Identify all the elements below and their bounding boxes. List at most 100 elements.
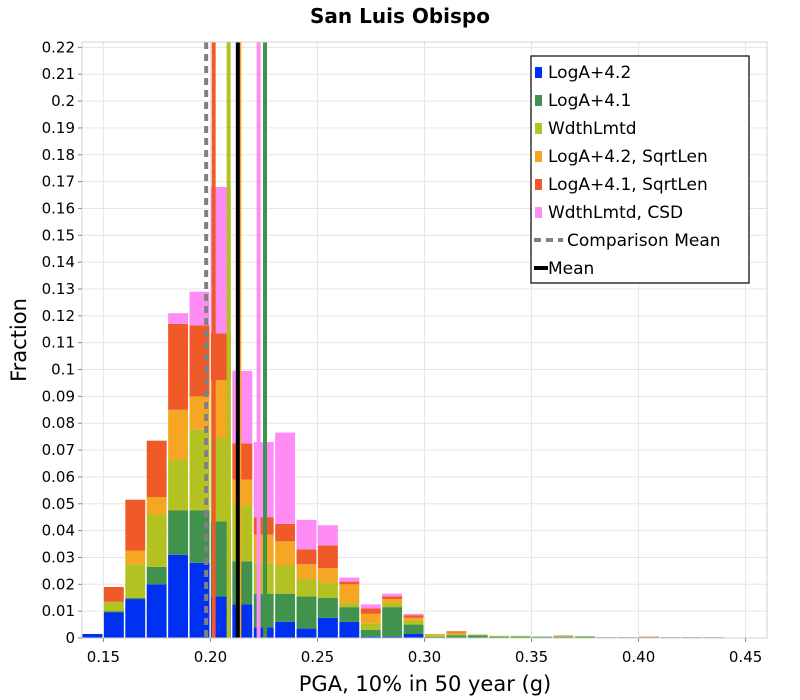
legend-swatch: [535, 207, 542, 218]
bar-segment: [553, 636, 574, 638]
bar-segment: [168, 554, 189, 638]
bar-segment: [146, 440, 167, 498]
x-tick-label: 0.35: [515, 648, 548, 666]
legend-box: [530, 55, 750, 284]
legend-label: Mean: [548, 259, 594, 279]
y-tick-label: 0.08: [42, 414, 75, 432]
bar-segment: [146, 584, 167, 638]
y-tick-label: 0.04: [42, 522, 75, 540]
legend-label: WdthLmtd: [548, 119, 637, 139]
bars: [82, 186, 724, 638]
bar-segment: [103, 612, 124, 638]
bar-segment: [339, 603, 360, 608]
y-tick-label: 0.22: [42, 38, 75, 56]
bar-segment: [275, 621, 296, 638]
bar-segment: [403, 613, 424, 616]
y-tick-label: 0.2: [51, 92, 75, 110]
bar-segment: [382, 603, 403, 608]
bar-segment: [168, 409, 189, 460]
y-tick-label: 0.07: [42, 441, 75, 459]
y-tick-label: 0: [65, 629, 75, 647]
bar-segment: [296, 564, 317, 579]
legend-label: WdthLmtd, CSD: [548, 203, 683, 223]
bar-segment: [275, 523, 296, 542]
chart-title: San Luis Obispo: [310, 4, 490, 28]
bar-segment: [146, 514, 167, 567]
bar-segment: [425, 635, 445, 637]
bar-segment: [296, 596, 317, 629]
y-tick-label: 0.15: [42, 226, 75, 244]
bar-segment: [574, 636, 595, 637]
bar-segment: [210, 333, 231, 381]
bar-segment: [317, 617, 338, 638]
x-tick-label: 0.15: [87, 648, 120, 666]
bar-segment: [360, 636, 381, 638]
bar-segment: [382, 607, 403, 637]
legend: LogA+4.2 LogA+4.1 WdthLmtd LogA+4.2, SqrtLe…: [530, 55, 750, 284]
bar-segment: [317, 568, 338, 583]
bar-segment: [125, 599, 146, 638]
bar-segment: [275, 432, 296, 524]
bar-segment: [168, 459, 189, 511]
bar-segment: [510, 635, 531, 637]
bar-segment: [403, 617, 424, 621]
bar-segment: [339, 581, 360, 585]
legend-swatch: [535, 151, 542, 162]
y-tick-label: 0.14: [42, 253, 75, 271]
bar-segment: [360, 629, 381, 637]
bar-segment: [467, 635, 488, 638]
y-tick-label: 0.16: [42, 199, 75, 217]
legend-label: LogA+4.1: [548, 91, 631, 111]
bar-segment: [189, 396, 210, 430]
bar-segment: [403, 633, 424, 638]
x-axis-ticks: 0.15 0.20 0.25 0.30 0.35 0.40 0.45: [87, 638, 762, 666]
bar-segment: [125, 597, 146, 600]
x-tick-label: 0.40: [622, 648, 655, 666]
y-tick-label: 0.17: [42, 173, 75, 191]
legend-label: LogA+4.2, SqrtLen: [548, 147, 708, 167]
bar-segment: [425, 633, 445, 636]
bar-segment: [339, 584, 360, 604]
bar-segment: [275, 593, 296, 622]
bar-segment: [403, 615, 424, 618]
bar-segment: [403, 620, 424, 625]
reference-lines: [204, 42, 268, 638]
x-tick-label: 0.25: [301, 648, 334, 666]
y-tick-label: 0.11: [42, 334, 75, 352]
bar-segment: [125, 564, 146, 598]
y-tick-label: 0.09: [42, 387, 75, 405]
bar-segment: [446, 633, 467, 636]
bar-segment: [360, 613, 381, 624]
bar-segment: [146, 497, 167, 515]
bar-segment: [360, 604, 381, 609]
bar-segment: [146, 566, 167, 585]
bar-segment: [232, 443, 253, 480]
x-tick-label: 0.30: [408, 648, 441, 666]
bar-segment: [489, 636, 510, 638]
x-axis-title: PGA, 10% in 50 year (g): [299, 672, 551, 696]
bar-segment: [446, 632, 467, 634]
bar-segment: [403, 624, 424, 634]
bar-segment: [446, 631, 467, 633]
bar-segment: [317, 582, 338, 598]
y-tick-label: 0.03: [42, 548, 75, 566]
bar-segment: [574, 636, 595, 638]
bar-segment: [510, 636, 531, 638]
bar-segment: [639, 636, 659, 638]
legend-label: LogA+4.2: [548, 63, 631, 83]
bar-segment: [339, 577, 360, 582]
legend-swatch: [535, 95, 542, 106]
x-tick-label: 0.20: [194, 648, 227, 666]
y-tick-label: 0.01: [42, 602, 75, 620]
bar-segment: [339, 607, 360, 622]
bar-segment: [168, 323, 189, 410]
bar-segment: [317, 545, 338, 569]
bar-segment: [446, 635, 467, 638]
y-axis-ticks: 0 0.01 0.02 0.03 0.04 0.05 0.06 0.07 0.08 0.09 0.1…: [42, 38, 82, 647]
bar-segment: [232, 561, 253, 605]
bar-segment: [296, 628, 317, 638]
bar-segment: [210, 437, 231, 522]
bar-segment: [232, 479, 253, 506]
bar-segment: [296, 519, 317, 550]
